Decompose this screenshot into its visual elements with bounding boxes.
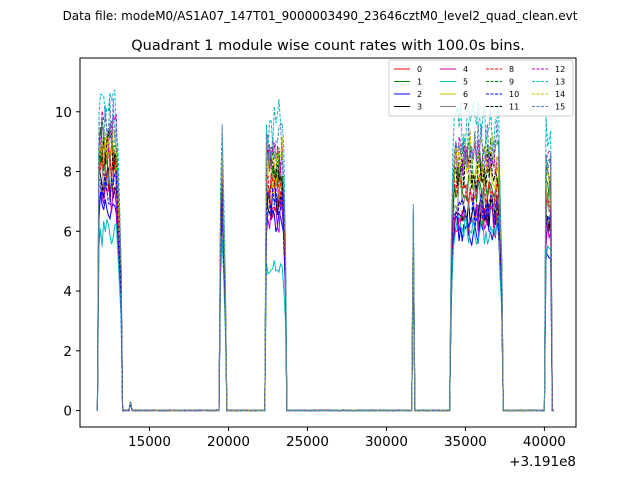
x-tick-label: 30000 [365,434,408,450]
legend-label-12: 12 [555,65,565,74]
legend-label-2: 2 [417,90,422,99]
plot-series [96,89,555,412]
legend-label-7: 7 [463,103,468,112]
legend-label-10: 10 [509,90,519,99]
y-tick-label: 2 [63,344,72,360]
legend-label-8: 8 [509,65,514,74]
legend-label-14: 14 [555,90,565,99]
legend-label-6: 6 [463,90,468,99]
legend-label-3: 3 [417,103,422,112]
series-line-15 [96,98,555,412]
y-axis: 0 2 4 6 8 10 [55,105,80,420]
legend-label-9: 9 [509,78,514,87]
y-tick-label: 8 [63,165,72,181]
y-tick-label: 0 [63,404,72,420]
x-tick-label: 25000 [286,434,329,450]
x-tick-label: 40000 [523,434,566,450]
legend-label-0: 0 [417,65,422,74]
y-tick-label: 6 [63,224,72,240]
legend-label-5: 5 [463,78,468,87]
x-tick-label: 20000 [207,434,250,450]
legend-label-1: 1 [417,78,422,87]
x-tick-label: 15000 [128,434,171,450]
legend-label-13: 13 [555,78,565,87]
legend-box [388,59,574,117]
y-tick-label: 10 [55,105,72,121]
x-offset-label: +3.191e8 [509,454,576,470]
plot-frame [79,57,577,428]
legend-label-4: 4 [463,65,468,74]
figure-suptitle: Data file: modeM0/AS1A07_147T01_90000034… [63,9,578,23]
x-axis: 15000 20000 25000 30000 35000 40000 [128,427,566,450]
chart-title: Quadrant 1 module wise count rates with … [131,38,525,54]
y-tick-label: 4 [63,284,72,300]
x-tick-label: 35000 [444,434,487,450]
legend-label-11: 11 [509,103,519,112]
legend-label-15: 15 [555,103,565,112]
